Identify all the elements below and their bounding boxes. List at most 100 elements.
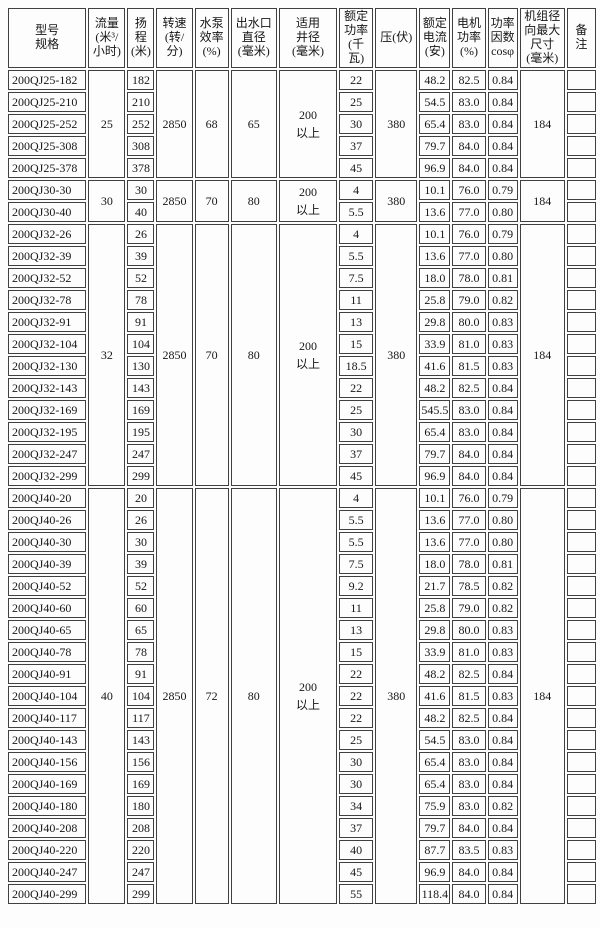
cell-head: 39 xyxy=(127,246,155,266)
cell-model: 200QJ40-156 xyxy=(8,752,87,772)
table-row: 200QJ40-78 78 15 33.9 81.0 0.83 xyxy=(8,642,596,662)
cell-current: 118.4 xyxy=(419,884,451,904)
cell-head: 130 xyxy=(127,356,155,376)
cell-power: 45 xyxy=(339,466,374,486)
cell-remark xyxy=(566,642,596,662)
cell-remark xyxy=(566,202,596,222)
cell-remark xyxy=(566,818,596,838)
cell-current: 33.9 xyxy=(419,642,451,662)
table-row: 200QJ32-78 78 11 25.8 79.0 0.82 xyxy=(8,290,596,310)
cell-motor: 84.0 xyxy=(452,862,486,882)
cell-cos: 0.79 xyxy=(487,488,518,508)
cell-model: 200QJ32-143 xyxy=(8,378,87,398)
cell-power: 37 xyxy=(339,444,374,464)
cell-eff: 72 xyxy=(194,488,229,904)
cell-cos: 0.81 xyxy=(487,554,518,574)
cell-cos: 0.84 xyxy=(487,774,518,794)
cell-current: 75.9 xyxy=(419,796,451,816)
pump-spec-table: 型号 规格 流量 (米³/ 小时) 扬 程 (米) 转速 (转/ 分) 水泵 效率 (%… xyxy=(6,6,598,906)
cell-current: 87.7 xyxy=(419,840,451,860)
cell-current: 545.5 xyxy=(419,400,451,420)
cell-motor: 77.0 xyxy=(452,510,486,530)
cell-model: 200QJ40-26 xyxy=(8,510,87,530)
cell-current: 79.7 xyxy=(419,136,451,156)
cell-remark xyxy=(566,532,596,552)
cell-cos: 0.83 xyxy=(487,356,518,376)
cell-current: 13.6 xyxy=(419,202,451,222)
cell-remark xyxy=(566,510,596,530)
cell-power: 25 xyxy=(339,92,374,112)
cell-remark xyxy=(566,620,596,640)
cell-remark xyxy=(566,730,596,750)
cell-current: 29.8 xyxy=(419,312,451,332)
cell-model: 200QJ40-299 xyxy=(8,884,87,904)
table-row: 200QJ40-180 180 34 75.9 83.0 0.82 xyxy=(8,796,596,816)
cell-power: 30 xyxy=(339,422,374,442)
cell-motor: 83.0 xyxy=(452,92,486,112)
cell-remark xyxy=(566,158,596,178)
cell-model: 200QJ40-104 xyxy=(8,686,87,706)
table-row: 200QJ25-252 252 30 65.4 83.0 0.84 xyxy=(8,114,596,134)
table-row: 200QJ30-40 40 5.5 13.6 77.0 0.80 xyxy=(8,202,596,222)
column-header-current: 额定 电流 (安) xyxy=(419,8,451,68)
cell-model: 200QJ40-247 xyxy=(8,862,87,882)
cell-model: 200QJ32-39 xyxy=(8,246,87,266)
cell-cos: 0.84 xyxy=(487,466,518,486)
table-row: 200QJ32-130 130 18.5 41.6 81.5 0.83 xyxy=(8,356,596,376)
cell-current: 65.4 xyxy=(419,114,451,134)
cell-remark xyxy=(566,862,596,882)
cell-well: 200 以上 xyxy=(278,180,338,222)
table-row: 200QJ40-143 143 25 54.5 83.0 0.84 xyxy=(8,730,596,750)
cell-cos: 0.82 xyxy=(487,598,518,618)
column-header-volt: 压(伏) xyxy=(375,8,418,68)
cell-power: 30 xyxy=(339,774,374,794)
cell-motor: 81.0 xyxy=(452,334,486,354)
table-row: 200QJ40-65 65 13 29.8 80.0 0.83 xyxy=(8,620,596,640)
cell-head: 26 xyxy=(127,510,155,530)
cell-motor: 84.0 xyxy=(452,444,486,464)
cell-head: 91 xyxy=(127,664,155,684)
cell-motor: 78.0 xyxy=(452,268,486,288)
cell-power: 22 xyxy=(339,686,374,706)
cell-remark xyxy=(566,114,596,134)
cell-cos: 0.84 xyxy=(487,70,518,90)
cell-outlet: 80 xyxy=(230,224,277,486)
cell-model: 200QJ32-299 xyxy=(8,466,87,486)
cell-power: 5.5 xyxy=(339,532,374,552)
cell-head: 104 xyxy=(127,334,155,354)
cell-flow: 40 xyxy=(88,488,126,904)
table-row: 200QJ40-169 169 30 65.4 83.0 0.84 xyxy=(8,774,596,794)
cell-current: 13.6 xyxy=(419,532,451,552)
cell-current: 10.1 xyxy=(419,224,451,244)
table-row: 200QJ40-299 299 55 118.4 84.0 0.84 xyxy=(8,884,596,904)
cell-head: 20 xyxy=(127,488,155,508)
cell-well: 200 以上 xyxy=(278,224,338,486)
cell-head: 208 xyxy=(127,818,155,838)
cell-motor: 82.5 xyxy=(452,378,486,398)
cell-cos: 0.84 xyxy=(487,400,518,420)
cell-cos: 0.84 xyxy=(487,136,518,156)
cell-speed: 2850 xyxy=(156,180,193,222)
cell-cos: 0.84 xyxy=(487,422,518,442)
column-header-flow: 流量 (米³/ 小时) xyxy=(88,8,126,68)
cell-current: 79.7 xyxy=(419,818,451,838)
cell-cos: 0.84 xyxy=(487,730,518,750)
cell-model: 200QJ25-182 xyxy=(8,70,87,90)
cell-power: 25 xyxy=(339,400,374,420)
cell-cos: 0.83 xyxy=(487,620,518,640)
cell-remark xyxy=(566,400,596,420)
cell-power: 45 xyxy=(339,158,374,178)
column-header-eff: 水泵 效率 (%) xyxy=(194,8,229,68)
cell-current: 18.0 xyxy=(419,554,451,574)
cell-eff: 70 xyxy=(194,224,229,486)
cell-power: 30 xyxy=(339,752,374,772)
cell-current: 48.2 xyxy=(419,708,451,728)
cell-model: 200QJ30-30 xyxy=(8,180,87,200)
cell-cos: 0.83 xyxy=(487,334,518,354)
cell-power: 15 xyxy=(339,642,374,662)
table-row: 200QJ32-299 299 45 96.9 84.0 0.84 xyxy=(8,466,596,486)
table-row: 200QJ40-39 39 7.5 18.0 78.0 0.81 xyxy=(8,554,596,574)
cell-remark xyxy=(566,664,596,684)
cell-volt: 380 xyxy=(375,70,418,178)
cell-power: 15 xyxy=(339,334,374,354)
